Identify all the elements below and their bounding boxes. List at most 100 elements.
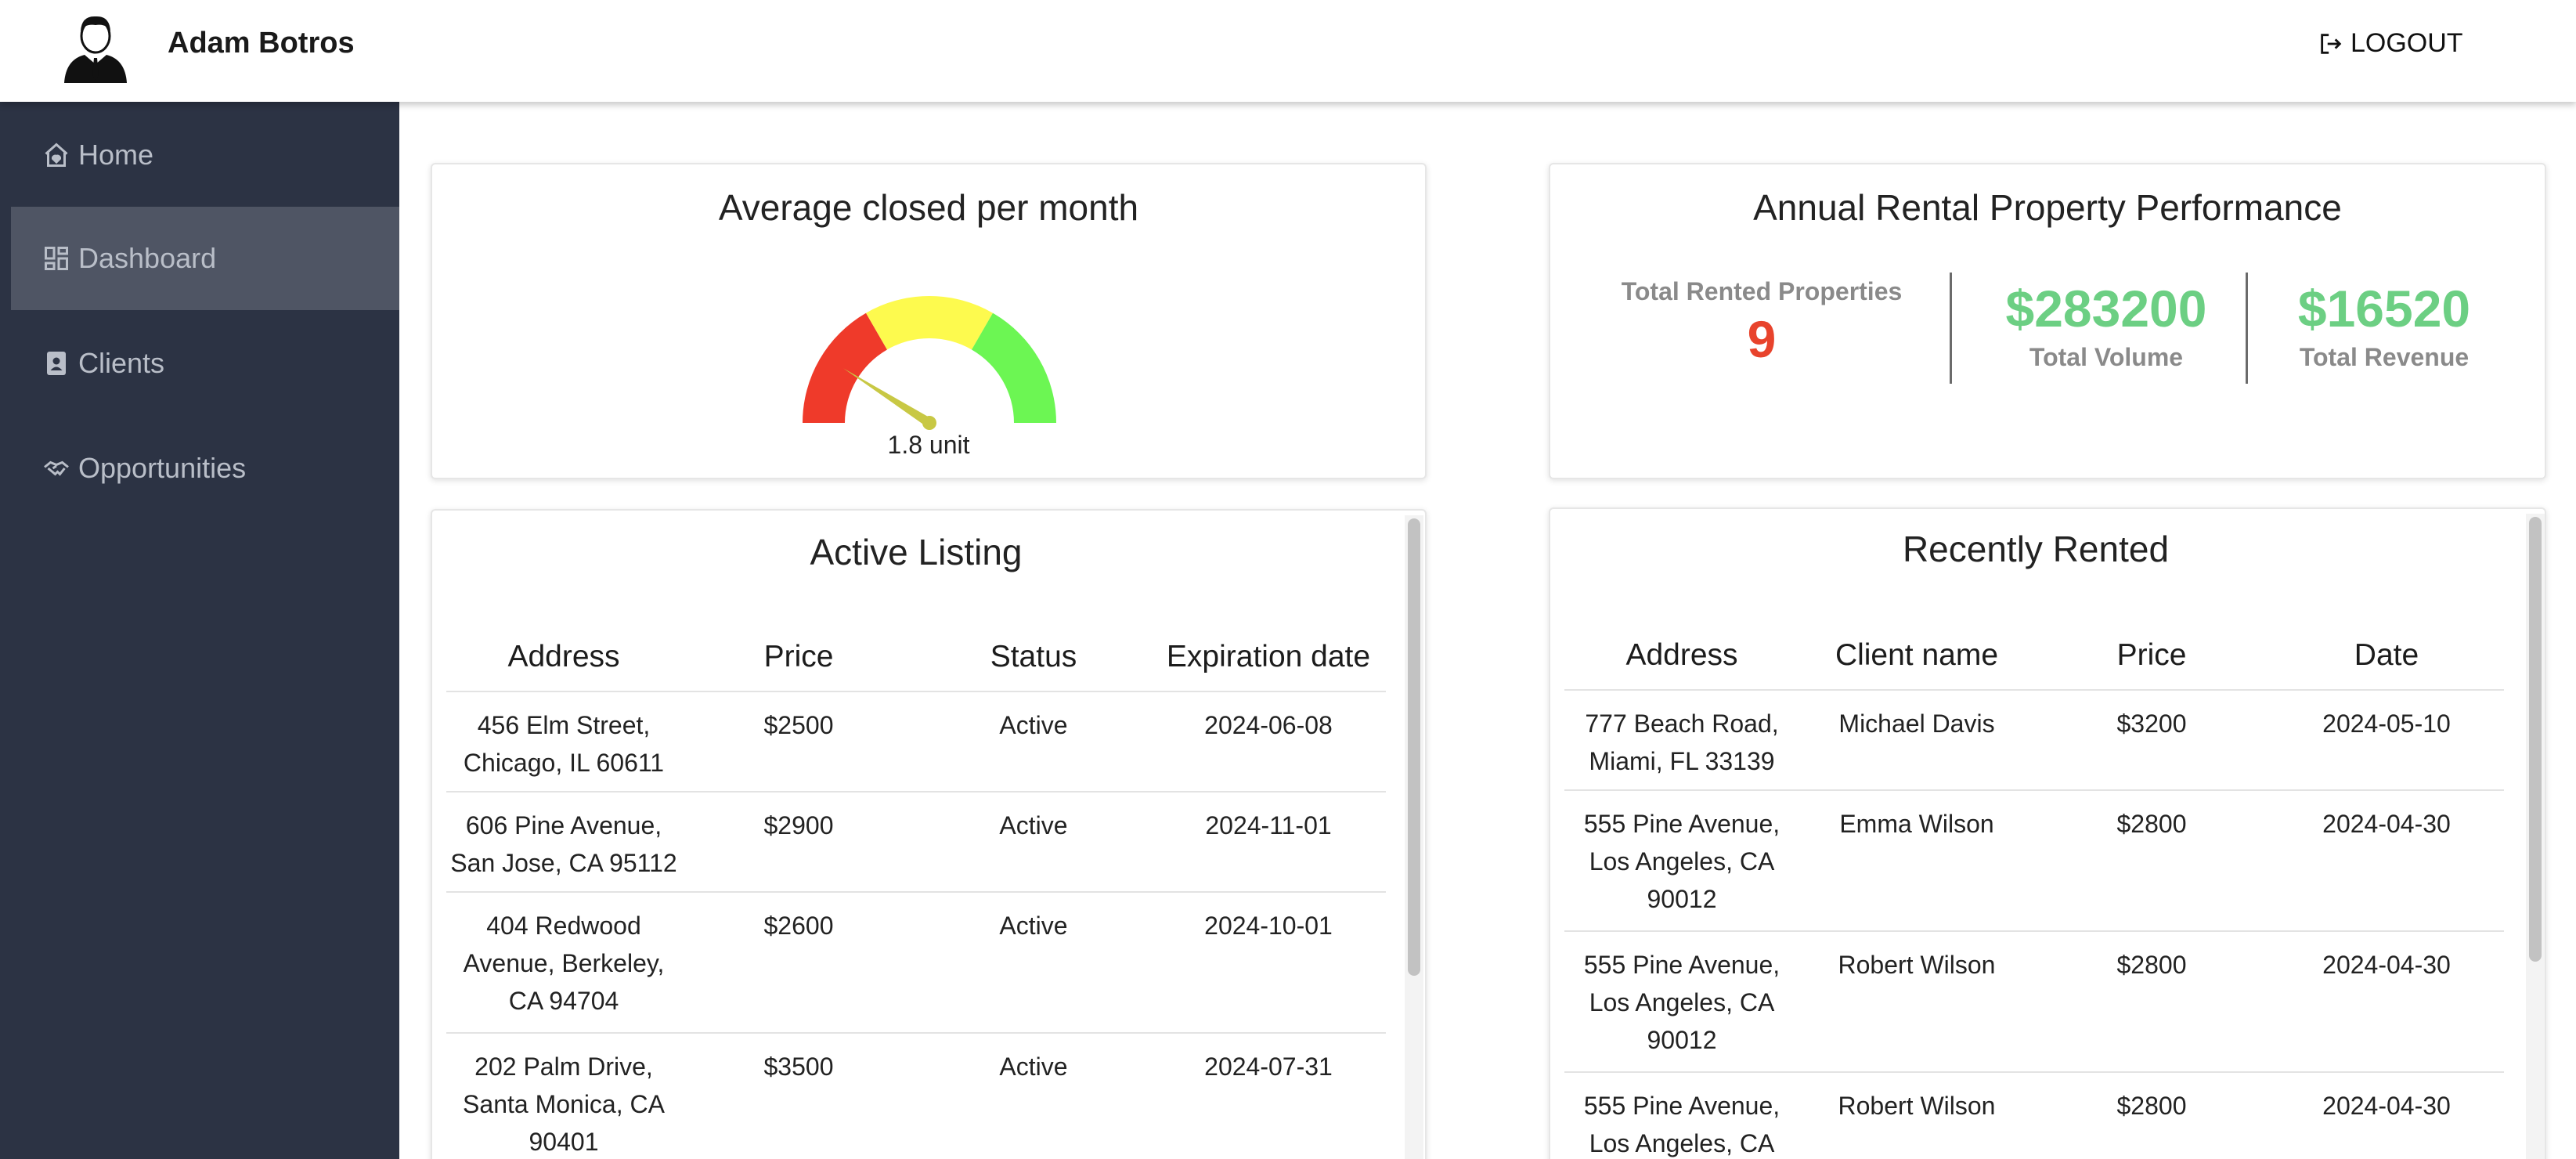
date-cell: 2024-05-10 bbox=[2322, 709, 2451, 738]
address-line: 404 Redwood bbox=[486, 912, 641, 940]
address-cell: 606 Pine Avenue, San Jose, CA 95112 bbox=[446, 793, 681, 891]
address-line: 777 Beach Road, bbox=[1585, 709, 1779, 738]
price-cell: $2800 bbox=[2116, 951, 2187, 979]
table-row[interactable]: 606 Pine Avenue, San Jose, CA 95112 $2900 A… bbox=[446, 793, 1386, 893]
sidebar-item-clients[interactable]: Clients bbox=[11, 312, 399, 415]
dashboard-icon bbox=[45, 247, 68, 270]
kpi-value: $283200 bbox=[2005, 280, 2207, 338]
address-line: Los Angeles, CA bbox=[1589, 988, 1775, 1016]
client-cell: Robert Wilson bbox=[1838, 951, 1996, 979]
column-header[interactable]: Client name bbox=[1835, 638, 1999, 672]
scrollbar-thumb[interactable] bbox=[1408, 518, 1420, 976]
status-cell: Active bbox=[999, 912, 1068, 940]
sidebar-item-dashboard[interactable]: Dashboard bbox=[11, 207, 399, 310]
column-header[interactable]: Address bbox=[507, 640, 620, 673]
address-cell: 202 Palm Drive, Santa Monica, CA 90401 bbox=[446, 1034, 681, 1159]
user-avatar-icon[interactable] bbox=[58, 8, 133, 83]
expiration-cell: 2024-07-31 bbox=[1204, 1052, 1333, 1081]
kpi-value: 9 bbox=[1747, 310, 1777, 368]
address-cell: 555 Pine Avenue, Los Angeles, CA 90012 bbox=[1564, 791, 1799, 930]
address-line: CA 94704 bbox=[508, 987, 619, 1015]
address-line: 555 Pine Avenue, bbox=[1583, 951, 1780, 979]
rental-performance-card: Annual Rental Property Performance Total… bbox=[1549, 163, 2546, 479]
kpi-label: Total Volume bbox=[2029, 343, 2184, 371]
column-header[interactable]: Address bbox=[1625, 638, 1738, 672]
column-header[interactable]: Date bbox=[2354, 638, 2419, 672]
logout-button[interactable]: LOGOUT bbox=[2318, 28, 2463, 59]
expiration-cell: 2024-10-01 bbox=[1204, 912, 1333, 940]
recently-rented-card: Recently Rented Address Client name Pric… bbox=[1549, 507, 2546, 1159]
status-cell: Active bbox=[999, 711, 1068, 739]
table-header-row: Address Price Status Expiration date bbox=[446, 622, 1386, 692]
sidebar: Home Dashboard Clients Opportunities bbox=[0, 102, 399, 1159]
recently-rented-table: Address Client name Price Date 777 Beach… bbox=[1564, 620, 2504, 1159]
logout-icon bbox=[2321, 33, 2342, 54]
kpi-label: Total Rented Properties bbox=[1621, 277, 1903, 305]
status-cell: Active bbox=[999, 1052, 1068, 1081]
sidebar-item-opportunities[interactable]: Opportunities bbox=[11, 417, 399, 520]
table-header-row: Address Client name Price Date bbox=[1564, 620, 2504, 691]
sidebar-item-label: Opportunities bbox=[78, 452, 247, 484]
date-cell: 2024-04-30 bbox=[2322, 951, 2451, 979]
table-row[interactable]: 555 Pine Avenue, Los Angeles, CA 90012 Robe… bbox=[1564, 932, 2504, 1073]
address-cell: 404 Redwood Avenue, Berkeley, CA 94704 bbox=[446, 893, 681, 1032]
scrollbar[interactable] bbox=[1405, 515, 1423, 1159]
total-volume-kpi: $283200 Total Volume bbox=[1965, 279, 2247, 372]
scrollbar[interactable] bbox=[2526, 514, 2545, 1159]
scrollbar-thumb[interactable] bbox=[2529, 517, 2542, 962]
column-header[interactable]: Price bbox=[763, 640, 834, 673]
column-header[interactable]: Expiration date bbox=[1166, 640, 1371, 673]
address-cell: 456 Elm Street, Chicago, IL 60611 bbox=[446, 692, 681, 791]
client-cell: Emma Wilson bbox=[1839, 810, 1994, 838]
address-line: Los Angeles, CA bbox=[1589, 847, 1775, 876]
table-row[interactable]: 456 Elm Street, Chicago, IL 60611 $2500 Act… bbox=[446, 692, 1386, 793]
price-cell: $2800 bbox=[2116, 810, 2187, 838]
expiration-cell: 2024-11-01 bbox=[1205, 811, 1332, 839]
contacts-icon bbox=[47, 352, 66, 375]
address-line: 555 Pine Avenue, bbox=[1583, 810, 1780, 838]
price-cell: $2800 bbox=[2116, 1092, 2187, 1120]
table-row[interactable]: 555 Pine Avenue, Los Angeles, CA 90012 Emma… bbox=[1564, 791, 2504, 932]
address-line: Chicago, IL 60611 bbox=[463, 749, 665, 777]
kpi-value: $16520 bbox=[2297, 280, 2471, 338]
sidebar-item-label: Dashboard bbox=[78, 242, 217, 274]
address-line: San Jose, CA 95112 bbox=[450, 849, 677, 877]
sidebar-item-home[interactable]: Home bbox=[11, 103, 399, 207]
date-cell: 2024-04-30 bbox=[2322, 1092, 2451, 1120]
gauge-segment-yellow bbox=[866, 296, 993, 350]
address-line: 606 Pine Avenue, bbox=[465, 811, 662, 839]
handshake-icon bbox=[44, 460, 69, 476]
home-icon bbox=[45, 143, 68, 167]
price-cell: $3200 bbox=[2116, 709, 2187, 738]
date-cell: 2024-04-30 bbox=[2322, 810, 2451, 838]
gauge-chart bbox=[803, 296, 1056, 430]
table-row[interactable]: 777 Beach Road, Miami, FL 33139 Michael Da… bbox=[1564, 691, 2504, 791]
address-cell: 555 Pine Avenue, Los Angeles, CA bbox=[1564, 1073, 1799, 1159]
price-cell: $2600 bbox=[763, 912, 834, 940]
address-line: Avenue, Berkeley, bbox=[463, 949, 665, 977]
table-row[interactable]: 404 Redwood Avenue, Berkeley, CA 94704 $260… bbox=[446, 893, 1386, 1034]
client-cell: Robert Wilson bbox=[1838, 1092, 1996, 1120]
gauge-segment-green bbox=[972, 312, 1056, 423]
gauge-segment-red bbox=[803, 312, 887, 423]
address-line: Los Angeles, CA bbox=[1589, 1129, 1775, 1157]
expiration-cell: 2024-06-08 bbox=[1204, 711, 1333, 739]
column-header[interactable]: Price bbox=[2116, 638, 2187, 672]
address-line: 555 Pine Avenue, bbox=[1583, 1092, 1780, 1120]
gauge-needle-hub bbox=[922, 416, 936, 430]
sidebar-item-label: Clients bbox=[78, 347, 165, 379]
gauge-value-label: 1.8 unit bbox=[887, 431, 970, 459]
kpi-divider bbox=[1950, 273, 1952, 384]
price-cell: $2900 bbox=[763, 811, 834, 839]
address-cell: 555 Pine Avenue, Los Angeles, CA 90012 bbox=[1564, 932, 1799, 1071]
column-header[interactable]: Status bbox=[990, 640, 1077, 673]
top-header: Adam Botros LOGOUT bbox=[0, 0, 2576, 102]
table-row[interactable]: 555 Pine Avenue, Los Angeles, CA Robert Wi… bbox=[1564, 1073, 2504, 1159]
address-line: Miami, FL 33139 bbox=[1589, 747, 1775, 775]
table-row[interactable]: 202 Palm Drive, Santa Monica, CA 90401 $350… bbox=[446, 1034, 1386, 1159]
address-line: 90012 bbox=[1647, 885, 1717, 913]
card-title: Active Listing bbox=[810, 532, 1023, 572]
address-line: Santa Monica, CA bbox=[463, 1090, 665, 1118]
price-cell: $3500 bbox=[763, 1052, 834, 1081]
active-listing-card: Active Listing Address Price Status Expi… bbox=[431, 509, 1427, 1159]
